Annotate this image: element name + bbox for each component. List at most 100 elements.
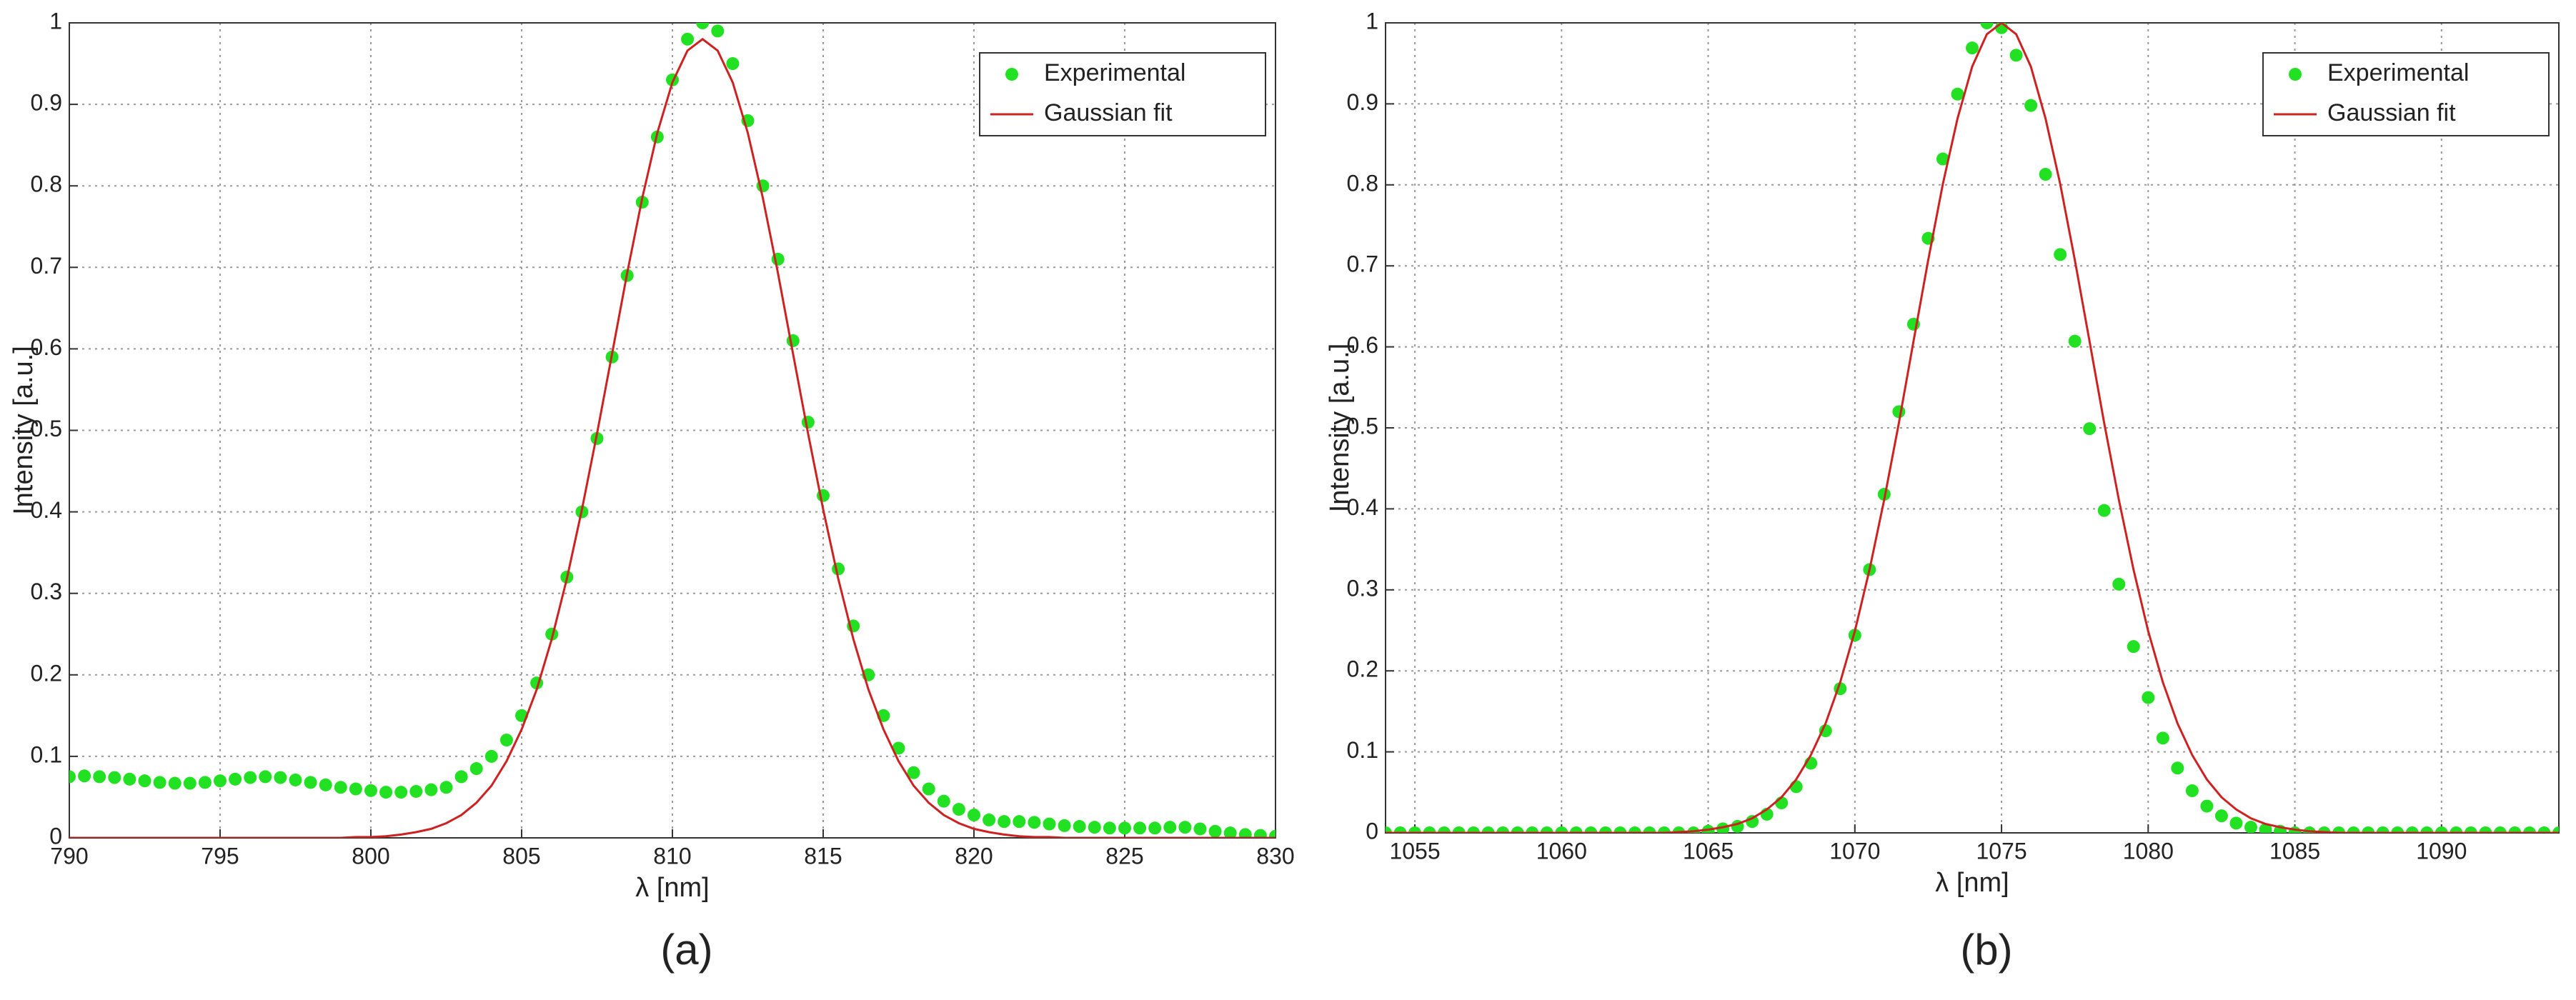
y-tick-label: 0 <box>49 823 62 849</box>
data-point <box>364 784 377 797</box>
data-point <box>2420 826 2434 833</box>
data-point <box>454 770 468 784</box>
x-tick-label: 1075 <box>1976 838 2027 864</box>
y-tick-label: 1 <box>49 8 62 34</box>
data-point <box>1163 821 1177 834</box>
data-point <box>832 562 845 576</box>
data-point <box>1423 826 1436 833</box>
data-point <box>214 774 227 788</box>
y-tick-label: 0.8 <box>31 171 62 197</box>
data-point <box>1088 821 1101 834</box>
data-point <box>2347 826 2360 833</box>
data-point <box>1628 826 1641 833</box>
plot-frame <box>69 22 1276 839</box>
x-tick-label: 805 <box>502 843 540 869</box>
data-point <box>2171 761 2184 775</box>
data-point <box>2054 248 2067 261</box>
y-axis-label: Intensity [a.u.] <box>1325 344 1355 513</box>
data-point <box>1496 826 1510 833</box>
legend-box <box>979 52 1266 136</box>
data-point <box>229 772 242 786</box>
data-point <box>1511 826 1524 833</box>
data-point <box>2097 504 2111 517</box>
data-point <box>2376 826 2389 833</box>
y-tick-label: 1 <box>1366 8 1378 34</box>
data-point <box>1028 816 1041 829</box>
data-point <box>937 794 950 808</box>
data-point <box>168 776 181 790</box>
legend-marker <box>2289 68 2302 81</box>
legend-marker <box>1005 68 1018 81</box>
data-point <box>2493 826 2507 833</box>
y-tick-label: 0.6 <box>1347 332 1378 358</box>
data-point <box>1058 819 1071 832</box>
data-point <box>2024 99 2038 112</box>
data-point <box>319 778 332 791</box>
x-tick-label: 1060 <box>1536 838 1587 864</box>
plot-frame <box>1385 22 2560 834</box>
chart: 1055 1060 1065 1070 1075 1080 1085 1090 0 0.1 0.2 0… <box>1325 8 2560 974</box>
data-point <box>2405 826 2419 833</box>
data-point <box>1657 826 1671 833</box>
data-point <box>711 24 725 38</box>
data-point <box>349 782 362 796</box>
data-point <box>2083 422 2097 436</box>
data-point <box>2552 826 2559 833</box>
x-tick-label: 790 <box>50 843 88 869</box>
data-point <box>1043 817 1056 831</box>
data-point <box>968 809 980 822</box>
x-tick-label: 820 <box>955 843 993 869</box>
data-point <box>2362 826 2375 833</box>
data-point <box>1438 826 1451 833</box>
data-point <box>1819 724 1832 738</box>
data-point <box>2127 640 2140 654</box>
data-point <box>2464 826 2477 833</box>
data-point <box>2244 821 2257 833</box>
legend-box <box>2262 52 2550 136</box>
data-point <box>1789 780 1803 794</box>
y-tick-label: 0.1 <box>1347 737 1378 763</box>
y-tick-label: 0.7 <box>31 253 62 279</box>
data-point <box>1193 822 1207 836</box>
data-point <box>1936 152 1949 166</box>
data-point <box>2009 49 2023 62</box>
data-point <box>69 770 76 784</box>
data-point <box>1481 826 1495 833</box>
data-point <box>1148 821 1162 835</box>
data-point <box>183 776 197 790</box>
chart: 790 795 800 805 810 815 820 825 830 0 0.1 0.2 0.3 0.4… <box>9 8 1295 973</box>
data-point <box>2537 826 2551 833</box>
data-point <box>379 786 393 799</box>
plot-layer <box>1386 23 2559 833</box>
y-tick-label: 0.1 <box>31 741 62 767</box>
data-point <box>1467 826 1481 833</box>
caption: (b) <box>1960 926 2012 974</box>
data-point <box>499 734 513 747</box>
data-point <box>2435 826 2448 833</box>
y-tick-label: 0.5 <box>31 416 62 441</box>
data-point <box>2479 826 2492 833</box>
data-point <box>1118 821 1131 835</box>
data-point <box>1980 23 1994 29</box>
data-point <box>1598 826 1612 833</box>
y-tick-label: 0.3 <box>1347 575 1378 601</box>
plot-layer <box>69 23 1275 838</box>
data-point <box>2214 809 2228 823</box>
data-point <box>439 781 453 794</box>
x-tick-label: 830 <box>1256 843 1294 869</box>
data-point <box>1687 826 1701 833</box>
x-tick-label: 810 <box>653 843 691 869</box>
data-point <box>1848 629 1861 642</box>
data-point <box>138 774 151 788</box>
legend-label: Gaussian fit <box>1044 99 1173 126</box>
y-tick-label: 0.2 <box>31 660 62 686</box>
data-point <box>2303 826 2317 833</box>
y-tick-label: 0.3 <box>31 579 62 604</box>
data-point <box>1584 826 1598 833</box>
y-tick-label: 0.6 <box>31 334 62 360</box>
data-point <box>1555 826 1568 833</box>
data-point <box>2112 577 2126 591</box>
data-point <box>1223 826 1237 838</box>
data-point <box>2142 691 2155 704</box>
x-axis-label: λ [nm] <box>635 873 709 903</box>
